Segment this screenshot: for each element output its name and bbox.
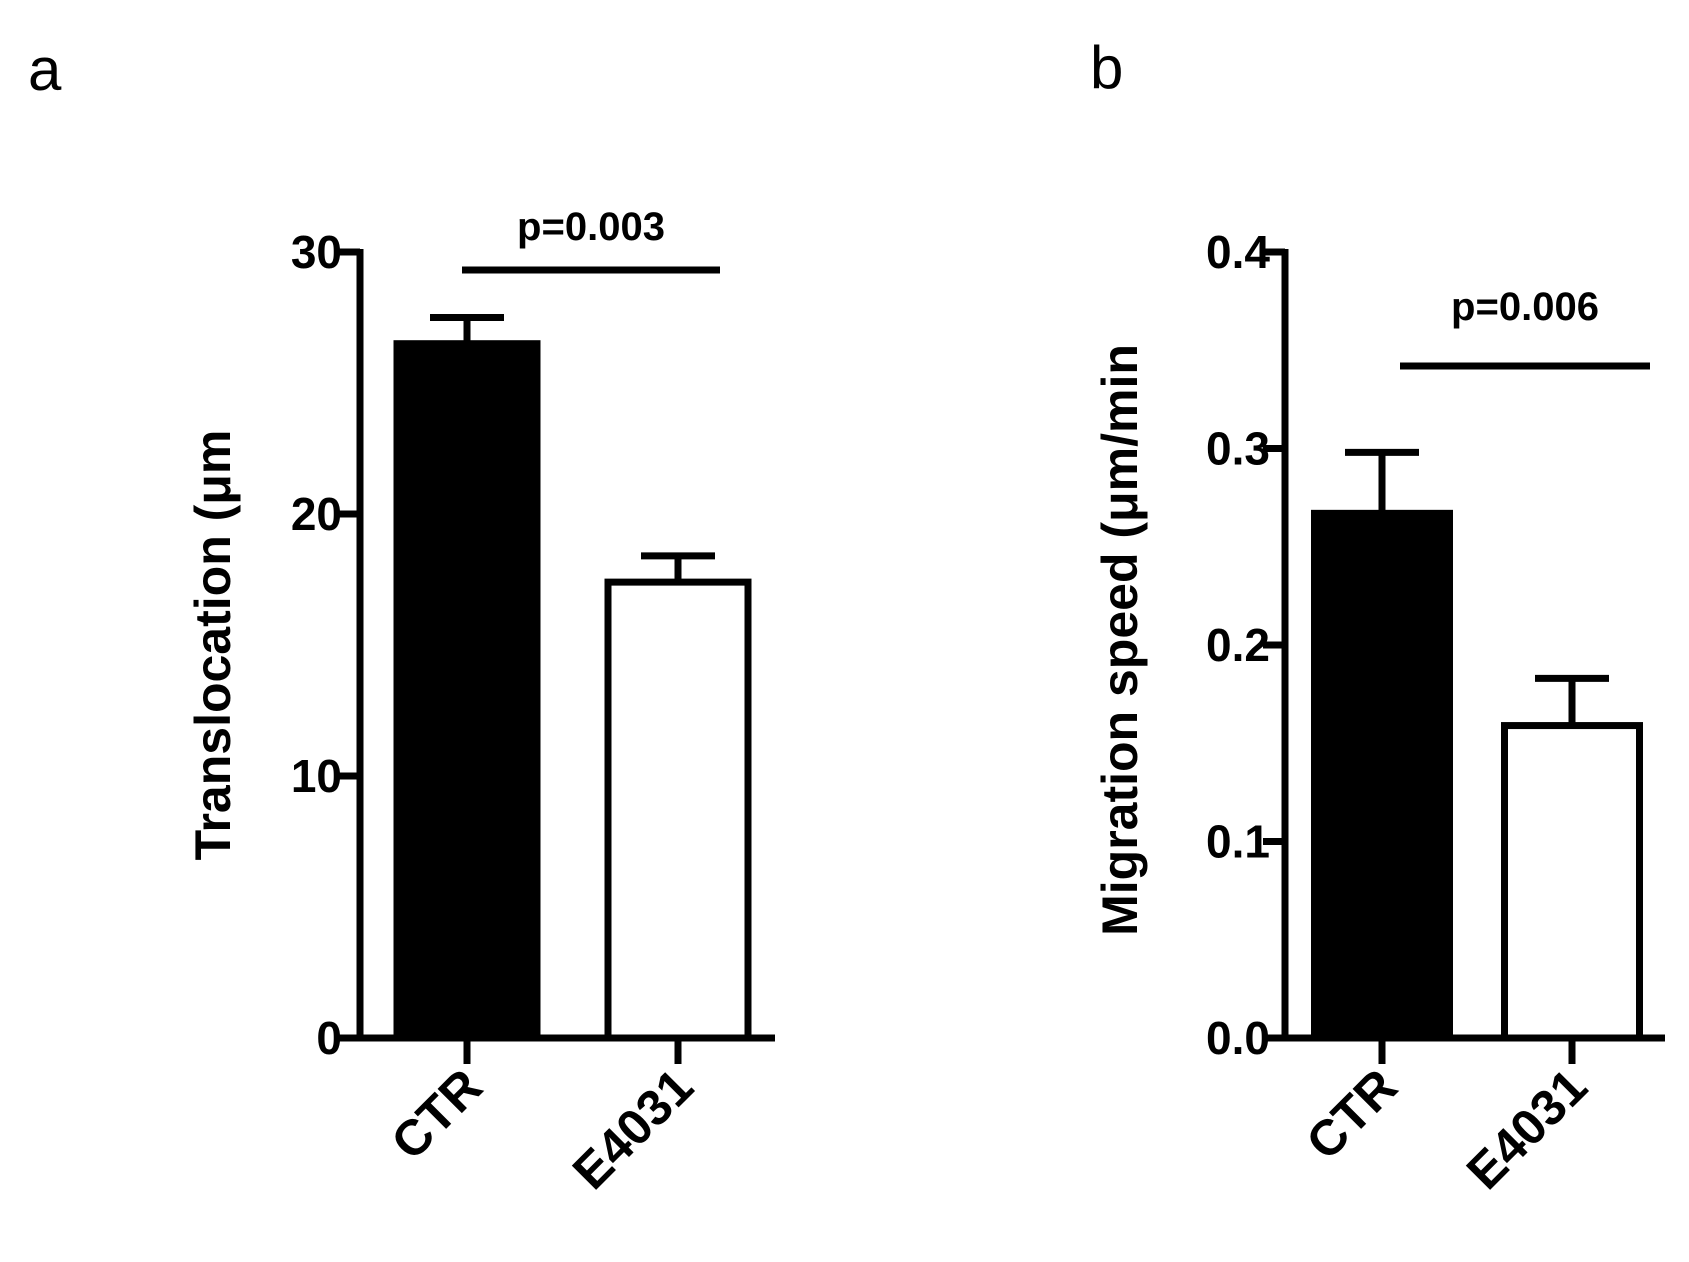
significance-label: p=0.003 bbox=[517, 205, 665, 249]
x-category-label-ctr: CTR bbox=[1296, 1058, 1408, 1170]
y-tick-label: 30 bbox=[291, 226, 342, 278]
y-tick-label: 0.4 bbox=[1206, 226, 1270, 278]
y-axis-label: Migration speed (μm/min bbox=[1092, 344, 1148, 936]
y-tick-label: 0.3 bbox=[1206, 423, 1270, 475]
panel-b: b Migration speed (μm/min 0.0 0.1 0.2 0.3 0.… bbox=[1090, 34, 1665, 1200]
error-bar-ctr bbox=[1345, 448, 1419, 514]
y-tick-label: 0 bbox=[316, 1012, 342, 1064]
panel-a: a Translocation (μm 0 10 20 30 CTR E4031 p=0.0… bbox=[28, 36, 775, 1200]
bar-e4031 bbox=[1501, 722, 1643, 1042]
y-tick-label: 0.1 bbox=[1206, 816, 1270, 868]
panel-label-a: a bbox=[28, 36, 62, 103]
bar-ctr bbox=[393, 340, 541, 1042]
y-tick-label: 10 bbox=[291, 750, 342, 802]
x-category-label-e4031: E4031 bbox=[562, 1058, 704, 1200]
significance-label: p=0.006 bbox=[1451, 285, 1599, 329]
x-category-label-e4031: E4031 bbox=[1456, 1058, 1598, 1200]
error-bar-e4031 bbox=[641, 552, 715, 583]
y-tick-label: 20 bbox=[291, 488, 342, 540]
error-bar-ctr bbox=[430, 314, 504, 344]
y-tick-label: 0.0 bbox=[1206, 1012, 1270, 1064]
y-axis-label: Translocation (μm bbox=[185, 430, 241, 861]
bar-ctr bbox=[1311, 509, 1453, 1042]
bar-e4031 bbox=[604, 578, 752, 1042]
error-bar-e4031 bbox=[1535, 674, 1609, 726]
y-tick-label: 0.2 bbox=[1206, 619, 1270, 671]
x-category-label-ctr: CTR bbox=[381, 1058, 493, 1170]
panel-label-b: b bbox=[1090, 34, 1123, 101]
